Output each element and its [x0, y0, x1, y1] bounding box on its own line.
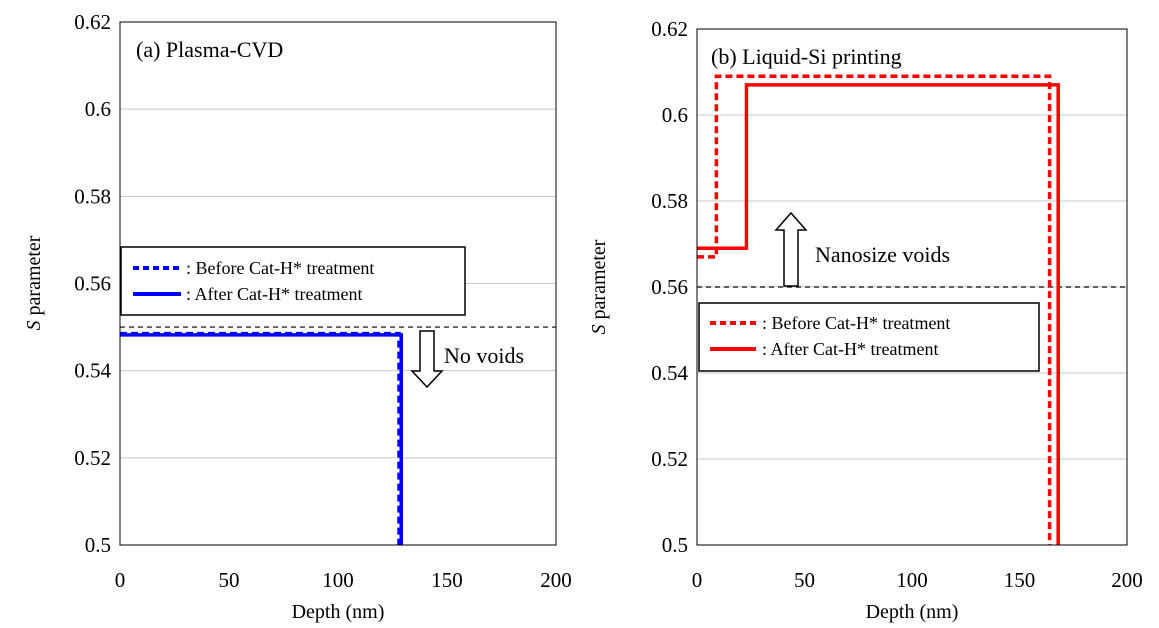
x-tick-labels: 0 50 100 150 200: [115, 568, 572, 592]
series-lines: [120, 331, 403, 545]
y-tick-labels: 0.5 0.52 0.54 0.56 0.58 0.6 0.62: [74, 10, 111, 557]
y-tick-label: 0.58: [651, 189, 688, 213]
y-axis-title-italic: S: [588, 324, 610, 334]
y-axis-title: S parameter: [23, 235, 45, 330]
y-axis-title: S parameter: [588, 239, 610, 334]
plot-frame: [119, 21, 557, 546]
y-tick-label: 0.52: [651, 447, 688, 471]
y-tick-label: 0.6: [85, 97, 111, 121]
series-after-line: [120, 333, 403, 545]
legend: : Before Cat-H* treatment : After Cat-H*…: [120, 246, 466, 316]
y-tick-label: 0.6: [662, 103, 688, 127]
series-before-line: [120, 331, 401, 545]
y-tick-label: 0.54: [651, 361, 688, 385]
legend-label-before: : Before Cat-H* treatment: [762, 313, 950, 333]
up-arrow-icon: [774, 211, 808, 287]
x-tick-label: 0: [115, 568, 126, 592]
panel-title: (a) Plasma-CVD: [136, 37, 283, 62]
x-tick-label: 50: [794, 568, 815, 592]
y-tick-label: 0.54: [74, 359, 111, 383]
legend-box: [698, 302, 1040, 372]
chart-panel-a: 0.50.520.540.560.580.60.62 0 50 100 150 200 …: [23, 10, 572, 623]
x-tick-label: 150: [1004, 568, 1036, 592]
series-lines: [697, 74, 1060, 545]
legend: : Before Cat-H* treatment : After Cat-H*…: [698, 302, 1040, 372]
x-tick-label: 200: [1111, 568, 1143, 592]
series-after-line: [697, 83, 1060, 545]
y-tick-label: 0.56: [74, 272, 111, 296]
y-tick-label: 0.52: [74, 446, 111, 470]
down-arrow-icon: [410, 330, 444, 389]
x-tick-label: 200: [540, 568, 572, 592]
panel-title: (b) Liquid-Si printing: [711, 44, 902, 69]
x-tick-label: 100: [896, 568, 928, 592]
y-axis-title-rest: parameter: [23, 235, 45, 320]
y-axis-title-italic: S: [23, 320, 45, 330]
legend-label-after: : After Cat-H* treatment: [186, 284, 362, 304]
y-axis-title-rest: parameter: [588, 239, 610, 324]
plot-frame: [696, 28, 1128, 546]
x-tick-labels: 0 50 100 150 200: [692, 568, 1143, 592]
annotation-label: No voids: [444, 343, 524, 368]
x-tick-label: 150: [431, 568, 463, 592]
x-tick-label: 50: [219, 568, 240, 592]
legend-box: [120, 246, 466, 316]
y-tick-label: 0.5: [662, 533, 688, 557]
annotation-label: Nanosize voids: [815, 242, 950, 267]
x-tick-label: 100: [322, 568, 354, 592]
chart-panel-b: 0.50.520.540.560.580.60.62 0 50 100 150 200 …: [588, 17, 1143, 623]
y-tick-labels: 0.5 0.52 0.54 0.56 0.58 0.6 0.62: [651, 17, 688, 557]
y-tick-label: 0.5: [85, 533, 111, 557]
series-before-line: [697, 74, 1052, 545]
legend-label-after: : After Cat-H* treatment: [762, 339, 938, 359]
y-tick-label: 0.62: [651, 17, 688, 41]
x-axis-title: Depth (nm): [292, 601, 385, 623]
y-tick-label: 0.58: [74, 184, 111, 208]
x-tick-label: 0: [692, 568, 703, 592]
y-tick-label: 0.62: [74, 10, 111, 34]
legend-label-before: : Before Cat-H* treatment: [186, 258, 374, 278]
x-axis-title: Depth (nm): [866, 601, 959, 623]
y-tick-label: 0.56: [651, 275, 688, 299]
